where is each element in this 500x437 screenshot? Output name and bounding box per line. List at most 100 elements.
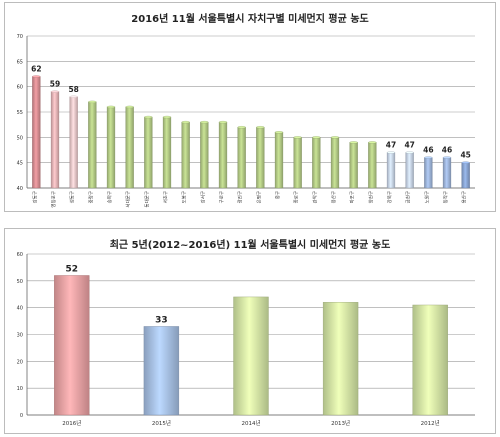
y-tick-label: 30 <box>17 333 23 339</box>
x-tick-label: 서초구 <box>162 191 169 203</box>
x-tick-label: 서대문구 <box>125 191 132 208</box>
bar-cap <box>218 120 228 124</box>
bar-cap <box>293 136 302 139</box>
bar <box>32 76 41 189</box>
bar-cap <box>330 136 340 139</box>
x-tick-label: 관악구 <box>311 191 318 203</box>
district-chart: 40 45 50 55 60 65 70 62 강동구 59 영등포구 58 성동구 중랑구 송파구 서대문구… <box>17 34 475 208</box>
bar <box>461 162 470 189</box>
bar <box>50 91 60 189</box>
bar <box>88 101 97 189</box>
bar <box>368 142 377 189</box>
bar <box>181 121 190 189</box>
y-tick-label: 45 <box>17 161 23 167</box>
bar <box>54 275 90 416</box>
x-tick-label: 2012년 <box>421 419 440 427</box>
y-tick-label: 0 <box>20 413 23 419</box>
x-tick-label: 2014년 <box>241 419 260 427</box>
x-tick-label: 동작구 <box>442 191 449 203</box>
bar-cap <box>144 115 153 119</box>
data-label: 59 <box>50 80 60 89</box>
x-tick-label: 양천구 <box>367 191 374 203</box>
bar <box>412 304 448 416</box>
data-label: 58 <box>68 85 78 94</box>
bar-cap <box>69 95 78 98</box>
x-tick-label: 용산구 <box>330 191 337 203</box>
y-tick-label: 60 <box>17 85 23 91</box>
bar <box>322 302 359 416</box>
bar <box>312 137 321 189</box>
x-tick-label: 중랑구 <box>87 191 94 203</box>
bar-cap <box>32 75 41 78</box>
bar-cap <box>50 90 60 93</box>
bar-cap <box>125 105 134 109</box>
bar <box>125 106 134 189</box>
bar-cap <box>368 141 377 144</box>
bar-cap <box>162 115 172 119</box>
x-tick-label: 영등포구 <box>50 191 57 208</box>
x-tick-label: 금천구 <box>405 191 412 203</box>
data-label: 47 <box>386 141 396 150</box>
bar <box>143 326 180 416</box>
data-label: 52 <box>66 264 79 274</box>
district-chart-panel: 2016년 11월 서울특별시 자치구별 미세먼지 평균 농도 40 45 50 55… <box>4 2 496 212</box>
bar-cap <box>349 141 358 144</box>
bar <box>442 157 452 189</box>
x-tick-label: 송파구 <box>106 191 113 203</box>
bar-cap <box>274 131 284 134</box>
district-chart-title: 2016년 11월 서울특별시 자치구별 미세먼지 평균 농도 <box>131 14 369 25</box>
x-tick-label: 도봉구 <box>182 191 188 203</box>
x-tick-label: 강동구 <box>31 191 38 203</box>
bar <box>256 126 265 189</box>
y-tick-label: 70 <box>17 34 23 40</box>
bar <box>386 152 396 189</box>
bar-cap <box>405 151 414 154</box>
data-label: 46 <box>423 146 433 155</box>
y-tick-label: 65 <box>17 59 23 65</box>
bar <box>274 132 284 189</box>
y-tick-label: 60 <box>17 252 23 258</box>
bar <box>237 126 246 189</box>
yearly-chart-panel: 최근 5년(2012~2016년) 11월 서울특별시 미세먼지 평균 농도 0… <box>4 228 496 434</box>
bar <box>233 296 269 416</box>
y-tick-label: 20 <box>17 359 23 365</box>
y-tick-label: 40 <box>17 306 23 312</box>
bar-cap <box>312 136 321 139</box>
x-tick-label: 강북구 <box>386 191 393 203</box>
x-tick-label: 노원구 <box>423 191 430 203</box>
bar-cap <box>88 100 97 104</box>
bar-cap <box>424 156 433 159</box>
bar <box>330 137 340 189</box>
bar-cap <box>442 156 452 159</box>
bar <box>162 116 172 189</box>
bar <box>144 116 153 189</box>
y-tick-label: 50 <box>17 279 23 285</box>
bar-cap <box>461 161 470 164</box>
bar <box>106 106 116 189</box>
y-tick-label: 55 <box>17 110 23 116</box>
data-label: 46 <box>442 146 452 155</box>
yearly-chart-title: 최근 5년(2012~2016년) 11월 서울특별시 미세먼지 평균 농도 <box>109 240 391 251</box>
x-tick-label: 강서구 <box>199 191 206 203</box>
bar <box>293 137 302 189</box>
x-tick-label: 2013년 <box>331 419 350 427</box>
bar <box>200 121 209 189</box>
x-tick-label: 성동구 <box>69 191 76 203</box>
x-tick-label: 은평구 <box>255 191 262 203</box>
bar <box>349 142 358 189</box>
bar-cap <box>106 105 116 109</box>
bar <box>405 152 414 189</box>
bar-cap <box>181 120 190 124</box>
bar <box>69 96 78 189</box>
y-tick-label: 40 <box>17 186 23 192</box>
x-tick-label: 광진구 <box>237 191 244 203</box>
x-tick-label: 종로구 <box>294 191 300 203</box>
x-tick-label: 2016년 <box>62 419 81 427</box>
y-tick-label: 10 <box>17 386 23 392</box>
y-tick-label: 50 <box>17 135 23 141</box>
x-tick-label: 중구 <box>275 191 281 199</box>
x-tick-label: 2015년 <box>152 419 171 427</box>
bar <box>218 121 228 189</box>
bar-cap <box>200 120 209 124</box>
x-tick-label: 동대문구 <box>143 191 150 208</box>
